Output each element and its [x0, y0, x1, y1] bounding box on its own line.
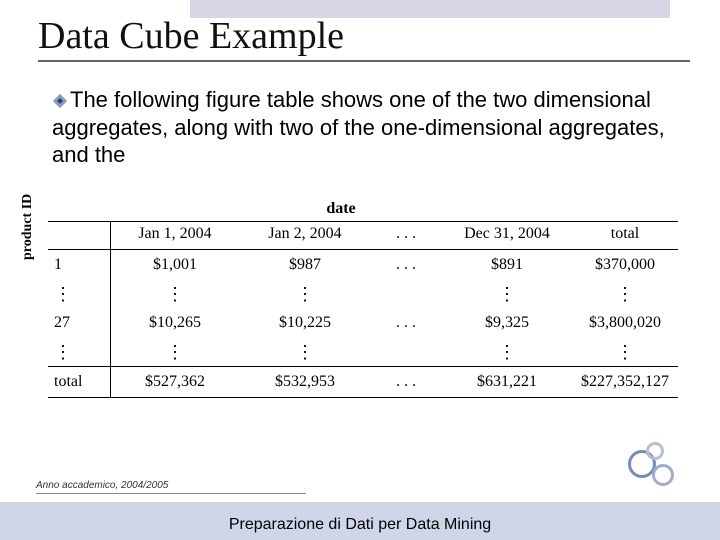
table-cell: . . .	[370, 250, 442, 280]
col-header: Jan 1, 2004	[110, 222, 240, 249]
table-cell: ⋮	[240, 280, 370, 308]
diamond-bullet-icon	[52, 93, 68, 109]
table-cell: ⋮	[110, 338, 240, 366]
table-cell: . . .	[370, 308, 442, 338]
table-cell: ⋮	[572, 280, 678, 308]
row-label: total	[48, 367, 110, 397]
row-label: ⋮	[48, 338, 110, 366]
table-row: ⋮⋮⋮⋮⋮	[48, 338, 678, 366]
table-cell: . . .	[370, 367, 442, 397]
table-cell: $3,800,020	[572, 308, 678, 338]
body-text-content: The following figure table shows one of …	[52, 87, 665, 167]
table-cell: $227,352,127	[572, 367, 678, 397]
footer-note: Anno accademico, 2004/2005	[36, 480, 306, 494]
table-cell: $370,000	[572, 250, 678, 280]
table-row: 27$10,265$10,225. . .$9,325$3,800,020	[48, 308, 678, 338]
table-cell: ⋮	[110, 280, 240, 308]
col-header: total	[572, 222, 678, 249]
data-cube-table: product ID date Jan 1, 2004 Jan 2, 2004 …	[48, 200, 678, 398]
table-cell: $9,325	[442, 308, 572, 338]
table-row: total$527,362$532,953. . .$631,221$227,3…	[48, 366, 678, 398]
slide-title: Data Cube Example	[38, 14, 690, 62]
table-grid: date Jan 1, 2004 Jan 2, 2004 . . . Dec 3…	[48, 200, 678, 398]
footer-text: Preparazione di Dati per Data Mining	[0, 516, 720, 534]
table-row: 1$1,001$987. . .$891$370,000	[48, 250, 678, 280]
row-label: 27	[48, 308, 110, 338]
column-super-header: date	[110, 200, 572, 221]
gears-icon	[628, 444, 684, 500]
col-header: Dec 31, 2004	[442, 222, 572, 249]
table-cell: $631,221	[442, 367, 572, 397]
table-cell: $1,001	[110, 250, 240, 280]
table-cell: $10,265	[110, 308, 240, 338]
row-axis-label: product ID	[20, 194, 36, 260]
table-cell: ⋮	[572, 338, 678, 366]
table-cell: ⋮	[442, 338, 572, 366]
table-cell: $532,953	[240, 367, 370, 397]
footer-band: Preparazione di Dati per Data Mining	[0, 502, 720, 540]
body-paragraph: The following figure table shows one of …	[52, 86, 680, 169]
table-cell	[370, 280, 442, 308]
col-header: Jan 2, 2004	[240, 222, 370, 249]
table-cell: $527,362	[110, 367, 240, 397]
slide: Data Cube Example The following figure t…	[0, 0, 720, 540]
table-cell: $10,225	[240, 308, 370, 338]
row-label: ⋮	[48, 280, 110, 308]
table-cell: ⋮	[240, 338, 370, 366]
table-row: ⋮⋮⋮⋮⋮	[48, 280, 678, 308]
row-label: 1	[48, 250, 110, 280]
table-cell: $987	[240, 250, 370, 280]
col-header: . . .	[370, 222, 442, 249]
table-cell	[370, 338, 442, 366]
table-cell: ⋮	[442, 280, 572, 308]
table-cell: $891	[442, 250, 572, 280]
